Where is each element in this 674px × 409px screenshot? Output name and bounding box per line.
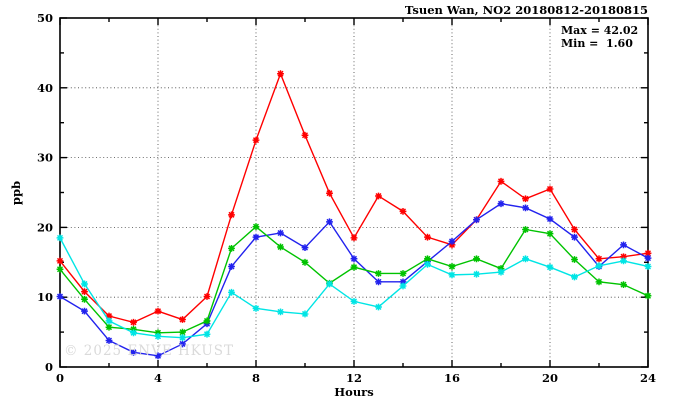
x-tick-label: 16: [444, 371, 460, 385]
grid-lines: [60, 18, 648, 367]
x-tick-label: 4: [154, 371, 162, 385]
x-tick-label: 0: [56, 371, 64, 385]
series-blue: [56, 200, 652, 360]
min-value-label: Min = 1.60: [561, 37, 633, 50]
y-axis-label: ppb: [9, 180, 23, 206]
plot-border: [59, 17, 649, 368]
max-min-annotation: Max = 42.02 Min = 1.60: [561, 24, 638, 50]
watermark: © 2025 ENVE HKUST: [64, 343, 235, 359]
series-blue-line: [59, 202, 649, 357]
y-tick-label: 40: [37, 81, 53, 95]
y-tick-label: 20: [37, 220, 53, 234]
max-value-label: Max = 42.02: [561, 24, 639, 37]
series-green-markers: [56, 223, 652, 337]
y-tick-label: 10: [37, 290, 53, 304]
series-cyan-markers: [56, 234, 652, 342]
series-cyan: [56, 234, 652, 342]
y-tick-label: 50: [37, 11, 53, 25]
x-tick-label: 24: [640, 371, 656, 385]
x-axis-label: Hours: [334, 385, 374, 399]
axis-ticks: [59, 17, 649, 368]
x-tick-label: 8: [252, 371, 260, 385]
series-blue-markers: [56, 200, 652, 360]
chart-title: Tsuen Wan, NO2 20180812-20180815: [404, 3, 648, 17]
series-green: [56, 223, 652, 337]
y-tick-label: 0: [45, 360, 53, 374]
x-tick-labels: 0 4 8 12 16 20 24: [56, 371, 656, 385]
x-tick-label: 12: [346, 371, 362, 385]
y-tick-labels: 0 10 20 30 40 50: [37, 11, 53, 374]
x-tick-label: 20: [542, 371, 558, 385]
y-tick-label: 30: [37, 151, 53, 165]
